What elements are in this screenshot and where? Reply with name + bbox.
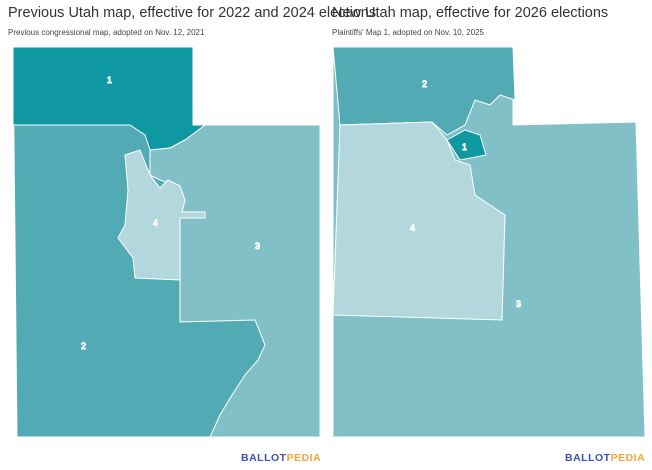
left-district-1-label: 1 [107, 75, 112, 85]
right-district-1-label: 1 [462, 142, 467, 152]
right-district-4-label: 4 [410, 223, 415, 233]
right-district-2-label: 2 [422, 79, 427, 89]
right-map-title: New Utah map, effective for 2026 electio… [332, 5, 609, 21]
left-district-4[interactable] [117, 149, 206, 281]
left-district-3-label: 3 [255, 241, 260, 251]
left-district-4-label: 4 [153, 218, 158, 228]
left-district-2-label: 2 [81, 341, 86, 351]
left-map-title: Previous Utah map, effective for 2022 an… [8, 5, 377, 21]
right-district-1[interactable] [446, 129, 487, 161]
right-map-subtitle: Plaintiffs' Map 1, adopted on Nov. 10, 2… [332, 28, 484, 37]
ballotpedia-logo-right: BALLOTPEDIA [565, 452, 646, 464]
ballotpedia-logo-left: BALLOTPEDIA [241, 452, 322, 464]
left-map: 1 2 3 4 [12, 46, 321, 438]
right-map: 1 2 3 4 [332, 46, 646, 438]
right-district-3-label: 3 [516, 299, 521, 309]
left-map-subtitle: Previous congressional map, adopted on N… [8, 28, 205, 37]
right-district-4[interactable] [332, 121, 506, 321]
